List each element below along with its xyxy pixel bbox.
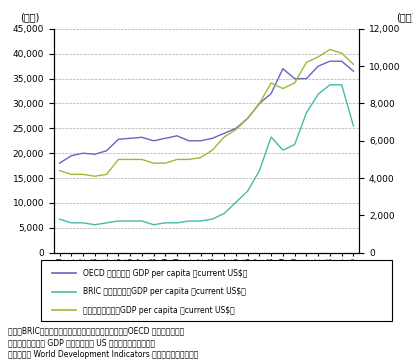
Text: (ドル): (ドル) (396, 12, 413, 22)
Text: 備考：BRIC（ブラジル、ロシア、インド及び中国）、OECD 加盟国及び世界: 備考：BRIC（ブラジル、ロシア、インド及び中国）、OECD 加盟国及び世界 (8, 327, 185, 336)
Text: 資料：世銀 World Development Indicators から経済産業省作成。: 資料：世銀 World Development Indicators から経済産… (8, 350, 199, 359)
FancyBboxPatch shape (41, 260, 392, 321)
Text: (年): (年) (372, 293, 385, 303)
Text: OECD 加盟国平均 GDP per capita （current US$）: OECD 加盟国平均 GDP per capita （current US$） (83, 269, 248, 278)
Text: BRIC 平均（右軸）GDP per capita （current US$）: BRIC 平均（右軸）GDP per capita （current US$） (83, 287, 246, 296)
Text: 世界平均（右軸）GDP per capita （current US$）: 世界平均（右軸）GDP per capita （current US$） (83, 306, 235, 315)
Text: の一人当たり GDP 推移を現在の US ドルに換算したもの。: の一人当たり GDP 推移を現在の US ドルに換算したもの。 (8, 338, 155, 347)
Text: (ドル): (ドル) (20, 12, 40, 22)
